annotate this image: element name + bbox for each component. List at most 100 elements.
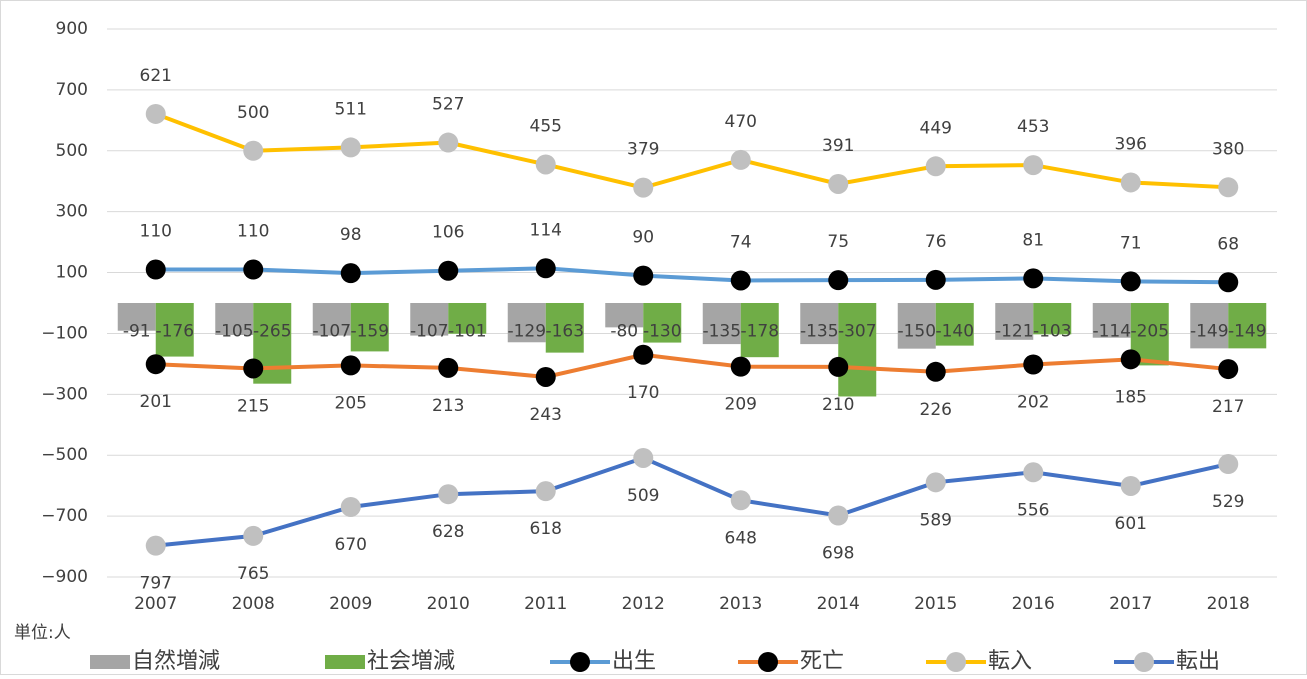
data-label: 106 (432, 223, 464, 243)
data-label: 71 (1120, 233, 1142, 253)
line (155, 352, 1229, 380)
legend-label: 転出 (1176, 649, 1220, 674)
y-tick-label: −900 (41, 567, 88, 587)
bar (935, 303, 974, 346)
data-label: 449 (920, 118, 952, 138)
legend-marker (1134, 652, 1154, 672)
bar-label: -80 (610, 321, 638, 341)
bar-label: -107 (312, 321, 351, 341)
marker (1218, 177, 1239, 198)
bar-label: -130 (643, 321, 682, 341)
bar-label: -135 (800, 321, 839, 341)
bar (507, 303, 546, 343)
data-label: 509 (627, 486, 659, 506)
bar (117, 303, 156, 331)
data-label: 453 (1017, 117, 1049, 137)
marker (438, 132, 459, 153)
x-tick-label: 2011 (524, 594, 567, 614)
y-tick-label: 900 (56, 19, 88, 39)
bar-label: -101 (448, 321, 487, 341)
marker (1023, 268, 1044, 289)
line (155, 266, 1229, 285)
bar (702, 303, 741, 345)
data-label: 511 (335, 99, 367, 119)
data-label: 243 (530, 405, 562, 425)
data-label: 215 (237, 396, 269, 416)
x-tick-label: 2012 (622, 594, 665, 614)
data-label: 74 (730, 232, 752, 252)
legend-label: 社会増減 (367, 649, 455, 674)
data-label: 213 (432, 396, 464, 416)
bar (1190, 303, 1229, 349)
data-label: 110 (140, 222, 172, 242)
bar-label: -150 (897, 321, 936, 341)
data-label: 210 (822, 395, 854, 415)
bar (1228, 303, 1267, 349)
marker (828, 173, 849, 194)
unit-label: 単位:人 (14, 623, 71, 643)
x-tick-label: 2007 (134, 594, 177, 614)
data-label: 556 (1017, 500, 1049, 520)
bar-label: -149 (1190, 321, 1229, 341)
marker (730, 149, 751, 170)
bar (740, 303, 779, 358)
marker (925, 361, 946, 382)
bar (897, 303, 936, 349)
bar-label: -129 (507, 321, 546, 341)
marker (925, 156, 946, 177)
x-tick-label: 2010 (427, 594, 470, 614)
y-tick-label: −300 (41, 384, 88, 404)
marker (1218, 272, 1239, 293)
marker (340, 137, 361, 158)
data-label: 380 (1212, 139, 1244, 159)
data-label: 527 (432, 95, 464, 115)
data-label: 202 (1017, 392, 1049, 412)
marker (633, 447, 654, 468)
bar (350, 303, 389, 352)
bar-label: -107 (410, 321, 449, 341)
legend-label: 死亡 (800, 649, 844, 674)
y-tick-label: 300 (56, 202, 88, 222)
bar-label: -105 (215, 321, 254, 341)
marker (730, 490, 751, 511)
bar (545, 303, 584, 353)
data-label: 765 (237, 564, 269, 584)
bar (838, 303, 877, 397)
line (155, 112, 1229, 190)
data-label: 601 (1115, 514, 1147, 534)
marker (243, 358, 264, 379)
marker (535, 258, 556, 279)
bar-label: -121 (995, 321, 1034, 341)
marker (1218, 359, 1239, 380)
legend-label: 転入 (988, 649, 1032, 674)
data-label: 500 (237, 103, 269, 123)
bar-label: -265 (253, 321, 292, 341)
bar-label: -149 (1228, 321, 1267, 341)
bar-label: -91 (123, 321, 151, 341)
data-label: 217 (1212, 397, 1244, 417)
marker (925, 269, 946, 290)
y-tick-label: 500 (56, 141, 88, 161)
marker (145, 259, 166, 280)
marker (925, 472, 946, 493)
bar-label: -176 (155, 321, 194, 341)
legend-marker (758, 652, 778, 672)
marker (145, 103, 166, 124)
legend-marker (570, 652, 590, 672)
marker (1023, 354, 1044, 375)
data-label: 114 (530, 220, 562, 240)
marker (340, 355, 361, 376)
data-label: 110 (237, 222, 269, 242)
data-label: 76 (925, 232, 947, 252)
data-label: 670 (335, 535, 367, 555)
data-label: 391 (822, 136, 854, 156)
marker (633, 344, 654, 365)
marker (535, 481, 556, 502)
data-label: 201 (140, 392, 172, 412)
legend-swatch (90, 655, 130, 669)
data-label: 621 (140, 66, 172, 86)
bar (800, 303, 839, 345)
data-label: 529 (1212, 492, 1244, 512)
marker (828, 356, 849, 377)
marker (145, 535, 166, 556)
